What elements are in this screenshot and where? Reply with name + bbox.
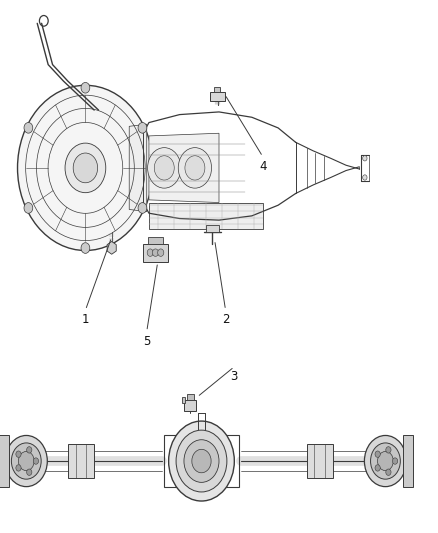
Text: 4: 4	[259, 160, 267, 173]
Circle shape	[11, 443, 41, 479]
Polygon shape	[149, 133, 219, 203]
Circle shape	[185, 156, 205, 180]
Text: 3: 3	[231, 370, 238, 383]
Circle shape	[192, 449, 211, 473]
Circle shape	[81, 243, 90, 253]
Text: 5: 5	[143, 335, 150, 348]
Circle shape	[16, 451, 21, 457]
Circle shape	[152, 249, 159, 256]
Circle shape	[364, 435, 406, 487]
Circle shape	[81, 83, 90, 93]
Polygon shape	[107, 241, 116, 254]
Circle shape	[16, 465, 21, 471]
Polygon shape	[0, 435, 9, 487]
Polygon shape	[148, 237, 163, 244]
Circle shape	[378, 451, 393, 471]
Circle shape	[27, 447, 32, 453]
Circle shape	[148, 148, 181, 188]
Polygon shape	[182, 397, 185, 403]
Circle shape	[24, 203, 33, 213]
Circle shape	[184, 440, 219, 482]
Polygon shape	[214, 87, 220, 92]
Circle shape	[169, 421, 234, 501]
Polygon shape	[403, 435, 413, 487]
Polygon shape	[206, 225, 219, 232]
Circle shape	[18, 85, 153, 251]
Circle shape	[363, 156, 367, 161]
Circle shape	[65, 143, 106, 192]
Polygon shape	[149, 203, 263, 229]
Circle shape	[178, 148, 212, 188]
Circle shape	[5, 435, 47, 487]
Circle shape	[371, 443, 400, 479]
Polygon shape	[129, 124, 147, 212]
Polygon shape	[184, 400, 196, 411]
Polygon shape	[143, 244, 168, 262]
Text: 2: 2	[222, 313, 230, 326]
Circle shape	[33, 458, 39, 464]
Circle shape	[392, 458, 398, 464]
Circle shape	[375, 465, 380, 471]
Circle shape	[24, 123, 33, 133]
Circle shape	[375, 451, 380, 457]
Circle shape	[176, 430, 227, 492]
Circle shape	[138, 203, 147, 213]
Circle shape	[147, 249, 153, 256]
Circle shape	[158, 249, 164, 256]
Circle shape	[386, 469, 391, 475]
Circle shape	[27, 469, 32, 475]
Circle shape	[386, 447, 391, 453]
Circle shape	[154, 156, 174, 180]
Circle shape	[138, 123, 147, 133]
Polygon shape	[210, 92, 225, 101]
Circle shape	[363, 175, 367, 180]
Polygon shape	[68, 444, 94, 478]
Text: 1: 1	[81, 313, 89, 326]
Polygon shape	[187, 394, 194, 400]
Circle shape	[73, 153, 98, 183]
Polygon shape	[307, 444, 333, 478]
Circle shape	[18, 451, 34, 471]
